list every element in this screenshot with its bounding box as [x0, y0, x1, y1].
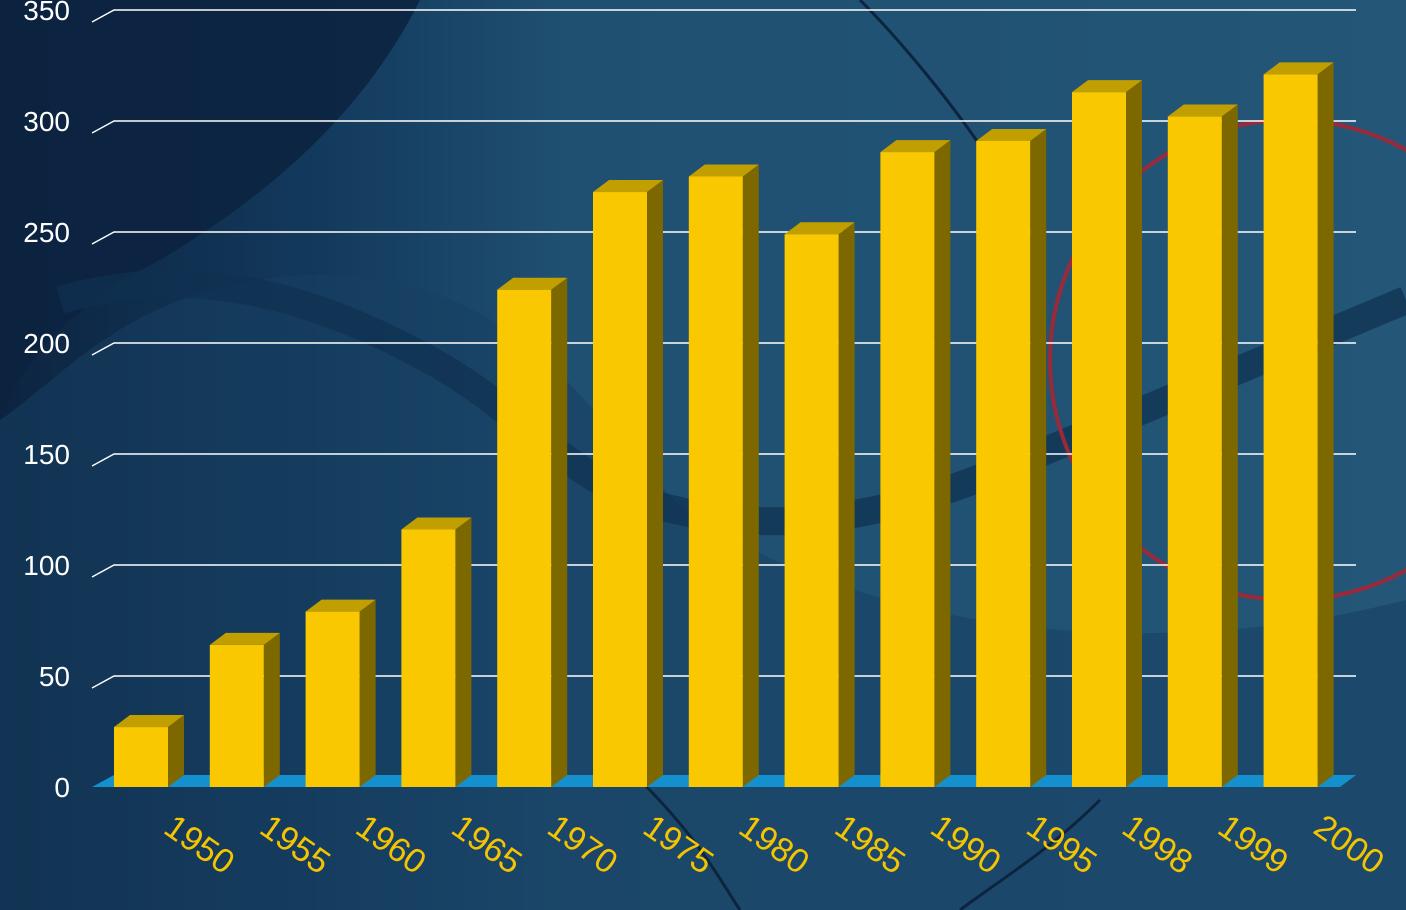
- bar-side: [1317, 62, 1334, 787]
- bar-2000: [1263, 62, 1334, 787]
- bar-1980: [688, 164, 759, 787]
- bar-side: [647, 180, 663, 788]
- bar-top: [1263, 62, 1334, 75]
- bar-front: [593, 192, 647, 788]
- bars: [114, 62, 1334, 788]
- y-tick-label: 150: [23, 439, 70, 470]
- bar-1990: [880, 140, 951, 787]
- bar-top: [976, 128, 1047, 141]
- bar-front: [401, 529, 456, 787]
- map-road-line: [858, 0, 992, 161]
- bar-top: [401, 517, 472, 530]
- bar-front: [880, 152, 935, 787]
- bar-top: [784, 222, 855, 235]
- bar-front: [497, 289, 552, 787]
- y-tick-label: 300: [23, 106, 70, 137]
- y-tick-label: 100: [23, 550, 70, 581]
- bar-1960: [305, 599, 376, 787]
- bar-front: [784, 234, 839, 788]
- bar-1995: [976, 128, 1047, 788]
- bar-1965: [401, 517, 472, 787]
- bar-1985: [784, 222, 855, 788]
- bar-1955: [209, 632, 280, 787]
- y-tick-label: 350: [23, 0, 70, 26]
- y-tick-label: 50: [39, 661, 70, 692]
- bar-side: [934, 140, 951, 787]
- bar-top: [1072, 80, 1142, 93]
- bar-side: [551, 277, 568, 787]
- bar-top: [209, 632, 280, 645]
- bar-top: [593, 180, 663, 193]
- y-tick-label: 0: [54, 772, 70, 803]
- map-road-line-3: [638, 778, 742, 910]
- bar-top: [114, 715, 184, 728]
- y-tick-label: 250: [23, 217, 70, 248]
- bar-front: [114, 727, 168, 787]
- bar-front: [1167, 116, 1222, 787]
- bar-front: [976, 140, 1031, 788]
- bar-1970: [497, 277, 568, 787]
- bar-front: [688, 176, 743, 787]
- bar-front: [305, 611, 360, 787]
- bar-front: [1263, 74, 1318, 787]
- bar-side: [838, 222, 855, 788]
- map-road-line-2: [959, 798, 1102, 910]
- bar-side: [168, 715, 184, 787]
- y-tick-label: 200: [23, 328, 70, 359]
- y-axis-ticks: 0 50 100 150 200 250 300 350: [23, 0, 70, 803]
- bar-side: [263, 632, 280, 787]
- bar-1950: [114, 715, 184, 787]
- bar-top: [1167, 104, 1238, 117]
- bar-side: [1221, 104, 1238, 787]
- bar-front: [1072, 92, 1126, 787]
- bar-top: [497, 277, 568, 290]
- bar-top: [688, 164, 759, 177]
- bar-top: [880, 140, 951, 153]
- bar-side: [455, 517, 472, 787]
- bar-side: [742, 164, 759, 787]
- bar-side: [1126, 80, 1142, 787]
- bar-1999: [1167, 104, 1238, 787]
- bar-top: [305, 599, 376, 612]
- bar-1975: [593, 180, 663, 788]
- bar-front: [209, 644, 264, 787]
- bar-side: [359, 599, 376, 787]
- bar-side: [1030, 128, 1047, 788]
- bar-1998: [1072, 80, 1142, 787]
- map-coastline-shape: [0, 0, 420, 420]
- gridline-300: [91, 120, 1356, 134]
- gridline-350: [91, 9, 1356, 23]
